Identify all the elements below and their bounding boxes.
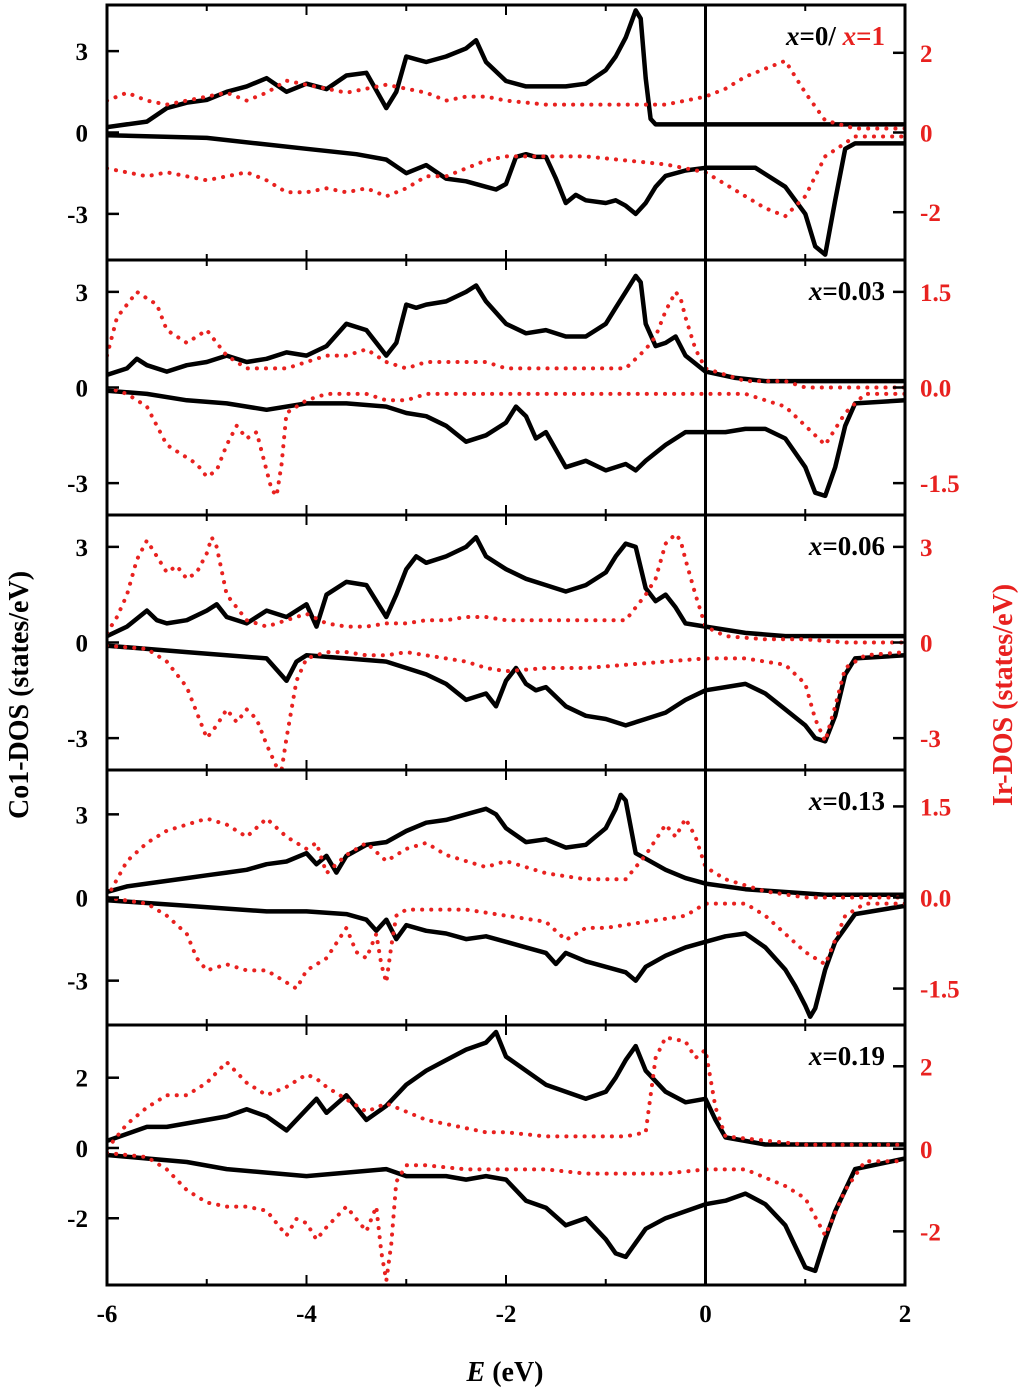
co1-dos-spin-down-line	[107, 898, 905, 1019]
ir-dos-spin-down-line	[107, 1150, 905, 1283]
panel-label-part: x	[842, 21, 857, 51]
panels-group: 30-320-2x=0/ x=130-31.50.0-1.5x=0.0330-3…	[67, 5, 960, 1285]
co1-dos-spin-up-line	[107, 535, 905, 639]
panel-1: 30-320-2x=0/ x=1	[67, 5, 941, 260]
left-tick-label: 0	[76, 886, 89, 913]
panel-label-part: =0.19	[822, 1041, 885, 1071]
right-tick-label: -3	[920, 726, 941, 753]
left-tick-label: 3	[76, 39, 89, 66]
ir-dos-spin-up-line	[107, 1035, 905, 1151]
panel-frames	[105, 3, 907, 1287]
panel-label-part: =0/	[799, 21, 842, 51]
left-tick-label: -3	[67, 969, 88, 996]
panel-label: x=0.03	[808, 276, 885, 306]
panel-4: 3 0 -3 1.5 0.0 -1.5 x=0.13	[67, 770, 960, 1025]
panel-label-part: x	[808, 1041, 823, 1071]
panel-label-part: =0.06	[822, 531, 885, 561]
panel-label: x=0.06	[808, 531, 885, 561]
panel-frame	[105, 1023, 907, 1287]
panel-label: x=0.19	[808, 1041, 885, 1071]
x-tick-label: -6	[97, 1301, 118, 1328]
panel-label-part: x	[808, 531, 823, 561]
right-tick-label: 2	[920, 41, 933, 68]
ir-dos-spin-up-line	[107, 816, 905, 900]
panel-curves	[107, 8, 905, 257]
left-tick-label: 3	[76, 535, 89, 562]
panel-label: x=0.13	[808, 786, 885, 816]
x-tick-label: -4	[296, 1301, 317, 1328]
ir-dos-spin-down-line	[107, 895, 905, 991]
x-tick-label: 0	[699, 1301, 712, 1328]
x-tick-label: -2	[496, 1301, 517, 1328]
left-tick-label: 0	[76, 121, 89, 148]
co1-dos-spin-down-line	[107, 1152, 905, 1274]
panel-label-part: x	[785, 21, 800, 51]
panel-3: 3 0 -3 3 0 -3 x=0.06	[67, 515, 941, 770]
x-tick-label: 2	[899, 1301, 912, 1328]
co1-dos-spin-up-line	[107, 1029, 905, 1147]
x-axis-label-var: E	[466, 1357, 486, 1388]
co1-dos-spin-down-line	[107, 643, 905, 744]
ir-dos-spin-down-line	[107, 385, 905, 498]
ir-dos-spin-up-line	[107, 58, 905, 131]
co1-dos-spin-up-line	[107, 792, 905, 897]
right-tick-label: 1.5	[920, 280, 951, 307]
right-tick-label: 0.0	[920, 376, 951, 403]
right-tick-label: 3	[920, 535, 933, 562]
left-tick-label: -3	[67, 202, 88, 229]
panel-curves	[107, 273, 905, 499]
panel-frame	[105, 513, 907, 772]
ir-dos-spin-up-line	[107, 289, 905, 390]
right-tick-label: 0	[920, 121, 933, 148]
panel-curves	[107, 1029, 905, 1283]
panel-curves	[107, 792, 905, 1019]
left-tick-label: 3	[76, 802, 89, 829]
right-tick-label: 2	[920, 1054, 933, 1081]
panel-frame	[105, 258, 907, 517]
left-tick-label: 3	[76, 280, 89, 307]
right-tick-label: 0.0	[920, 886, 951, 913]
right-tick-label: 0	[920, 631, 933, 658]
co1-dos-spin-up-line	[107, 8, 905, 130]
co1-dos-spin-down-line	[107, 132, 905, 257]
left-tick-label: 0	[76, 1136, 89, 1163]
panel-label-part: =0.03	[822, 276, 885, 306]
right-tick-label: -2	[920, 200, 941, 227]
y-axis-label-left: Co1-DOS (states/eV)	[4, 571, 35, 819]
right-tick-label: 1.5	[920, 794, 951, 821]
left-tick-label: -3	[67, 726, 88, 753]
left-tick-label: -3	[67, 471, 88, 498]
panel-5: 2 0 -2 2 0 -2 x=0.19	[67, 1025, 941, 1285]
right-tick-label: 0	[920, 1137, 933, 1164]
panel-label: x=0/ x=1	[785, 21, 885, 51]
panel-2: 3 0 -3 1.5 0.0 -1.5 x=0.03	[67, 260, 960, 515]
right-tick-label: -1.5	[920, 471, 960, 498]
panel-frame	[105, 768, 907, 1027]
panel-curves	[107, 532, 905, 770]
ir-dos-spin-up-line	[107, 532, 905, 645]
ir-dos-spin-down-line	[107, 134, 905, 219]
panel-label-part: =1	[856, 21, 885, 51]
left-tick-label: 2	[76, 1066, 89, 1093]
x-axis-ticks: -6 -4 -2 0 2	[97, 1301, 912, 1328]
co1-dos-spin-down-line	[107, 388, 905, 499]
left-tick-label: 0	[76, 376, 89, 403]
panel-label-part: x	[808, 276, 823, 306]
panel-label-part: =0.13	[822, 786, 885, 816]
co1-dos-spin-up-line	[107, 273, 905, 384]
y-axis-label-right: Ir-DOS (states/eV)	[988, 584, 1019, 806]
panel-label-part: x	[808, 786, 823, 816]
x-axis-label-unit: (eV)	[485, 1357, 543, 1388]
left-tick-label: 0	[76, 631, 89, 658]
x-axis-label: E (eV)	[466, 1357, 544, 1388]
right-tick-label: -1.5	[920, 977, 960, 1004]
right-tick-label: -2	[920, 1219, 941, 1246]
left-tick-label: -2	[67, 1206, 88, 1233]
